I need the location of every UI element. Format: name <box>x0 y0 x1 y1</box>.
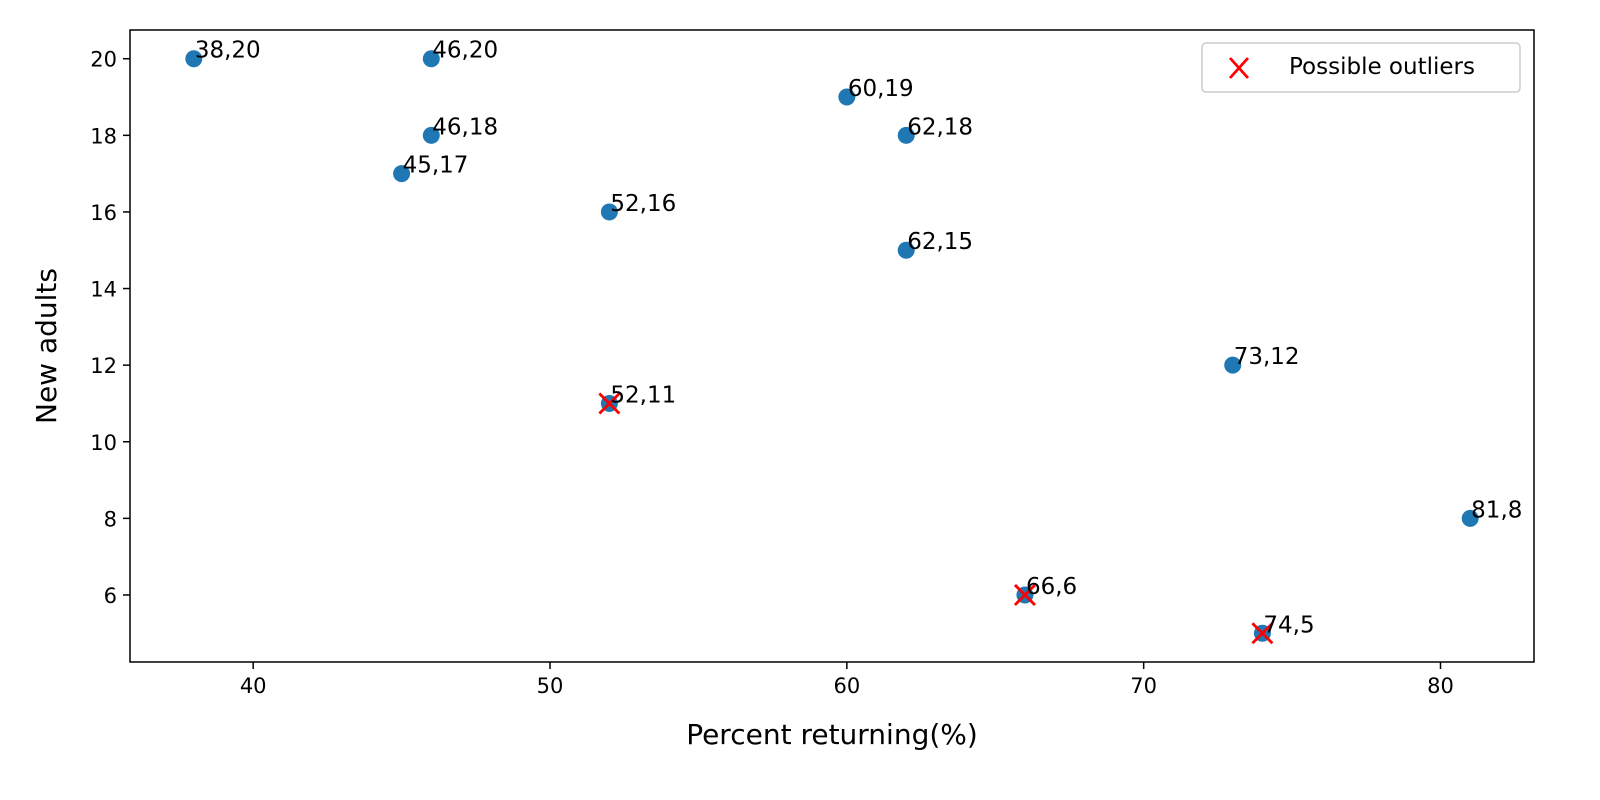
y-tick-label: 10 <box>90 431 117 455</box>
point-label: 62,18 <box>907 114 973 140</box>
outlier-marker <box>1013 583 1036 606</box>
point-label: 45,17 <box>403 153 469 179</box>
y-tick-label: 12 <box>90 354 117 378</box>
point-label: 60,19 <box>848 76 914 102</box>
outlier-markers <box>598 392 1274 645</box>
legend-label: Possible outliers <box>1289 54 1475 80</box>
x-tick-label: 70 <box>1130 674 1157 698</box>
y-tick-label: 8 <box>104 507 117 531</box>
scatter-point <box>393 165 411 183</box>
legend-marker-x-icon <box>1228 57 1250 79</box>
x-axis-label: Percent returning(%) <box>686 718 978 751</box>
plot-frame <box>129 29 1535 663</box>
y-axis-ticks: 6 8 10 12 14 16 18 20 <box>90 48 130 608</box>
point-label: 74,5 <box>1263 612 1314 638</box>
y-tick-label: 18 <box>90 124 117 148</box>
point-label: 81,8 <box>1471 497 1522 523</box>
point-label: 38,20 <box>195 38 261 64</box>
point-label: 62,15 <box>907 229 973 255</box>
point-label: 46,18 <box>432 114 498 140</box>
x-tick-label: 80 <box>1427 674 1454 698</box>
x-tick-label: 60 <box>833 674 860 698</box>
scatter-point <box>1224 356 1242 374</box>
x-tick-label: 40 <box>240 674 267 698</box>
y-axis-label: New adults <box>30 268 63 424</box>
legend-box <box>1201 42 1521 93</box>
scatter-point <box>185 50 203 68</box>
scatter-point <box>838 88 856 106</box>
outlier-marker <box>598 392 621 415</box>
outlier-marker <box>1251 622 1274 645</box>
point-label: 52,16 <box>610 191 676 217</box>
scatter-point <box>600 203 618 221</box>
scatter-point <box>1461 509 1479 527</box>
scatter-point <box>422 50 440 68</box>
x-axis-ticks: 40 50 60 70 80 <box>240 662 1454 698</box>
scatter-point <box>422 126 440 144</box>
point-label: 66,6 <box>1026 574 1077 600</box>
point-label: 46,20 <box>432 38 498 64</box>
y-tick-label: 14 <box>90 278 117 302</box>
legend: Possible outliers <box>1201 42 1521 93</box>
y-tick-label: 20 <box>90 48 117 72</box>
y-tick-label: 6 <box>104 584 117 608</box>
scatter-point <box>897 241 915 259</box>
x-tick-label: 50 <box>537 674 564 698</box>
y-tick-label: 16 <box>90 201 117 225</box>
point-label: 73,12 <box>1234 344 1300 370</box>
point-label: 52,11 <box>610 382 676 408</box>
scatter-point <box>897 126 915 144</box>
point-labels: 38,20 46,20 60,19 46,18 62,18 45,17 52,16 62,15… <box>195 38 1523 639</box>
